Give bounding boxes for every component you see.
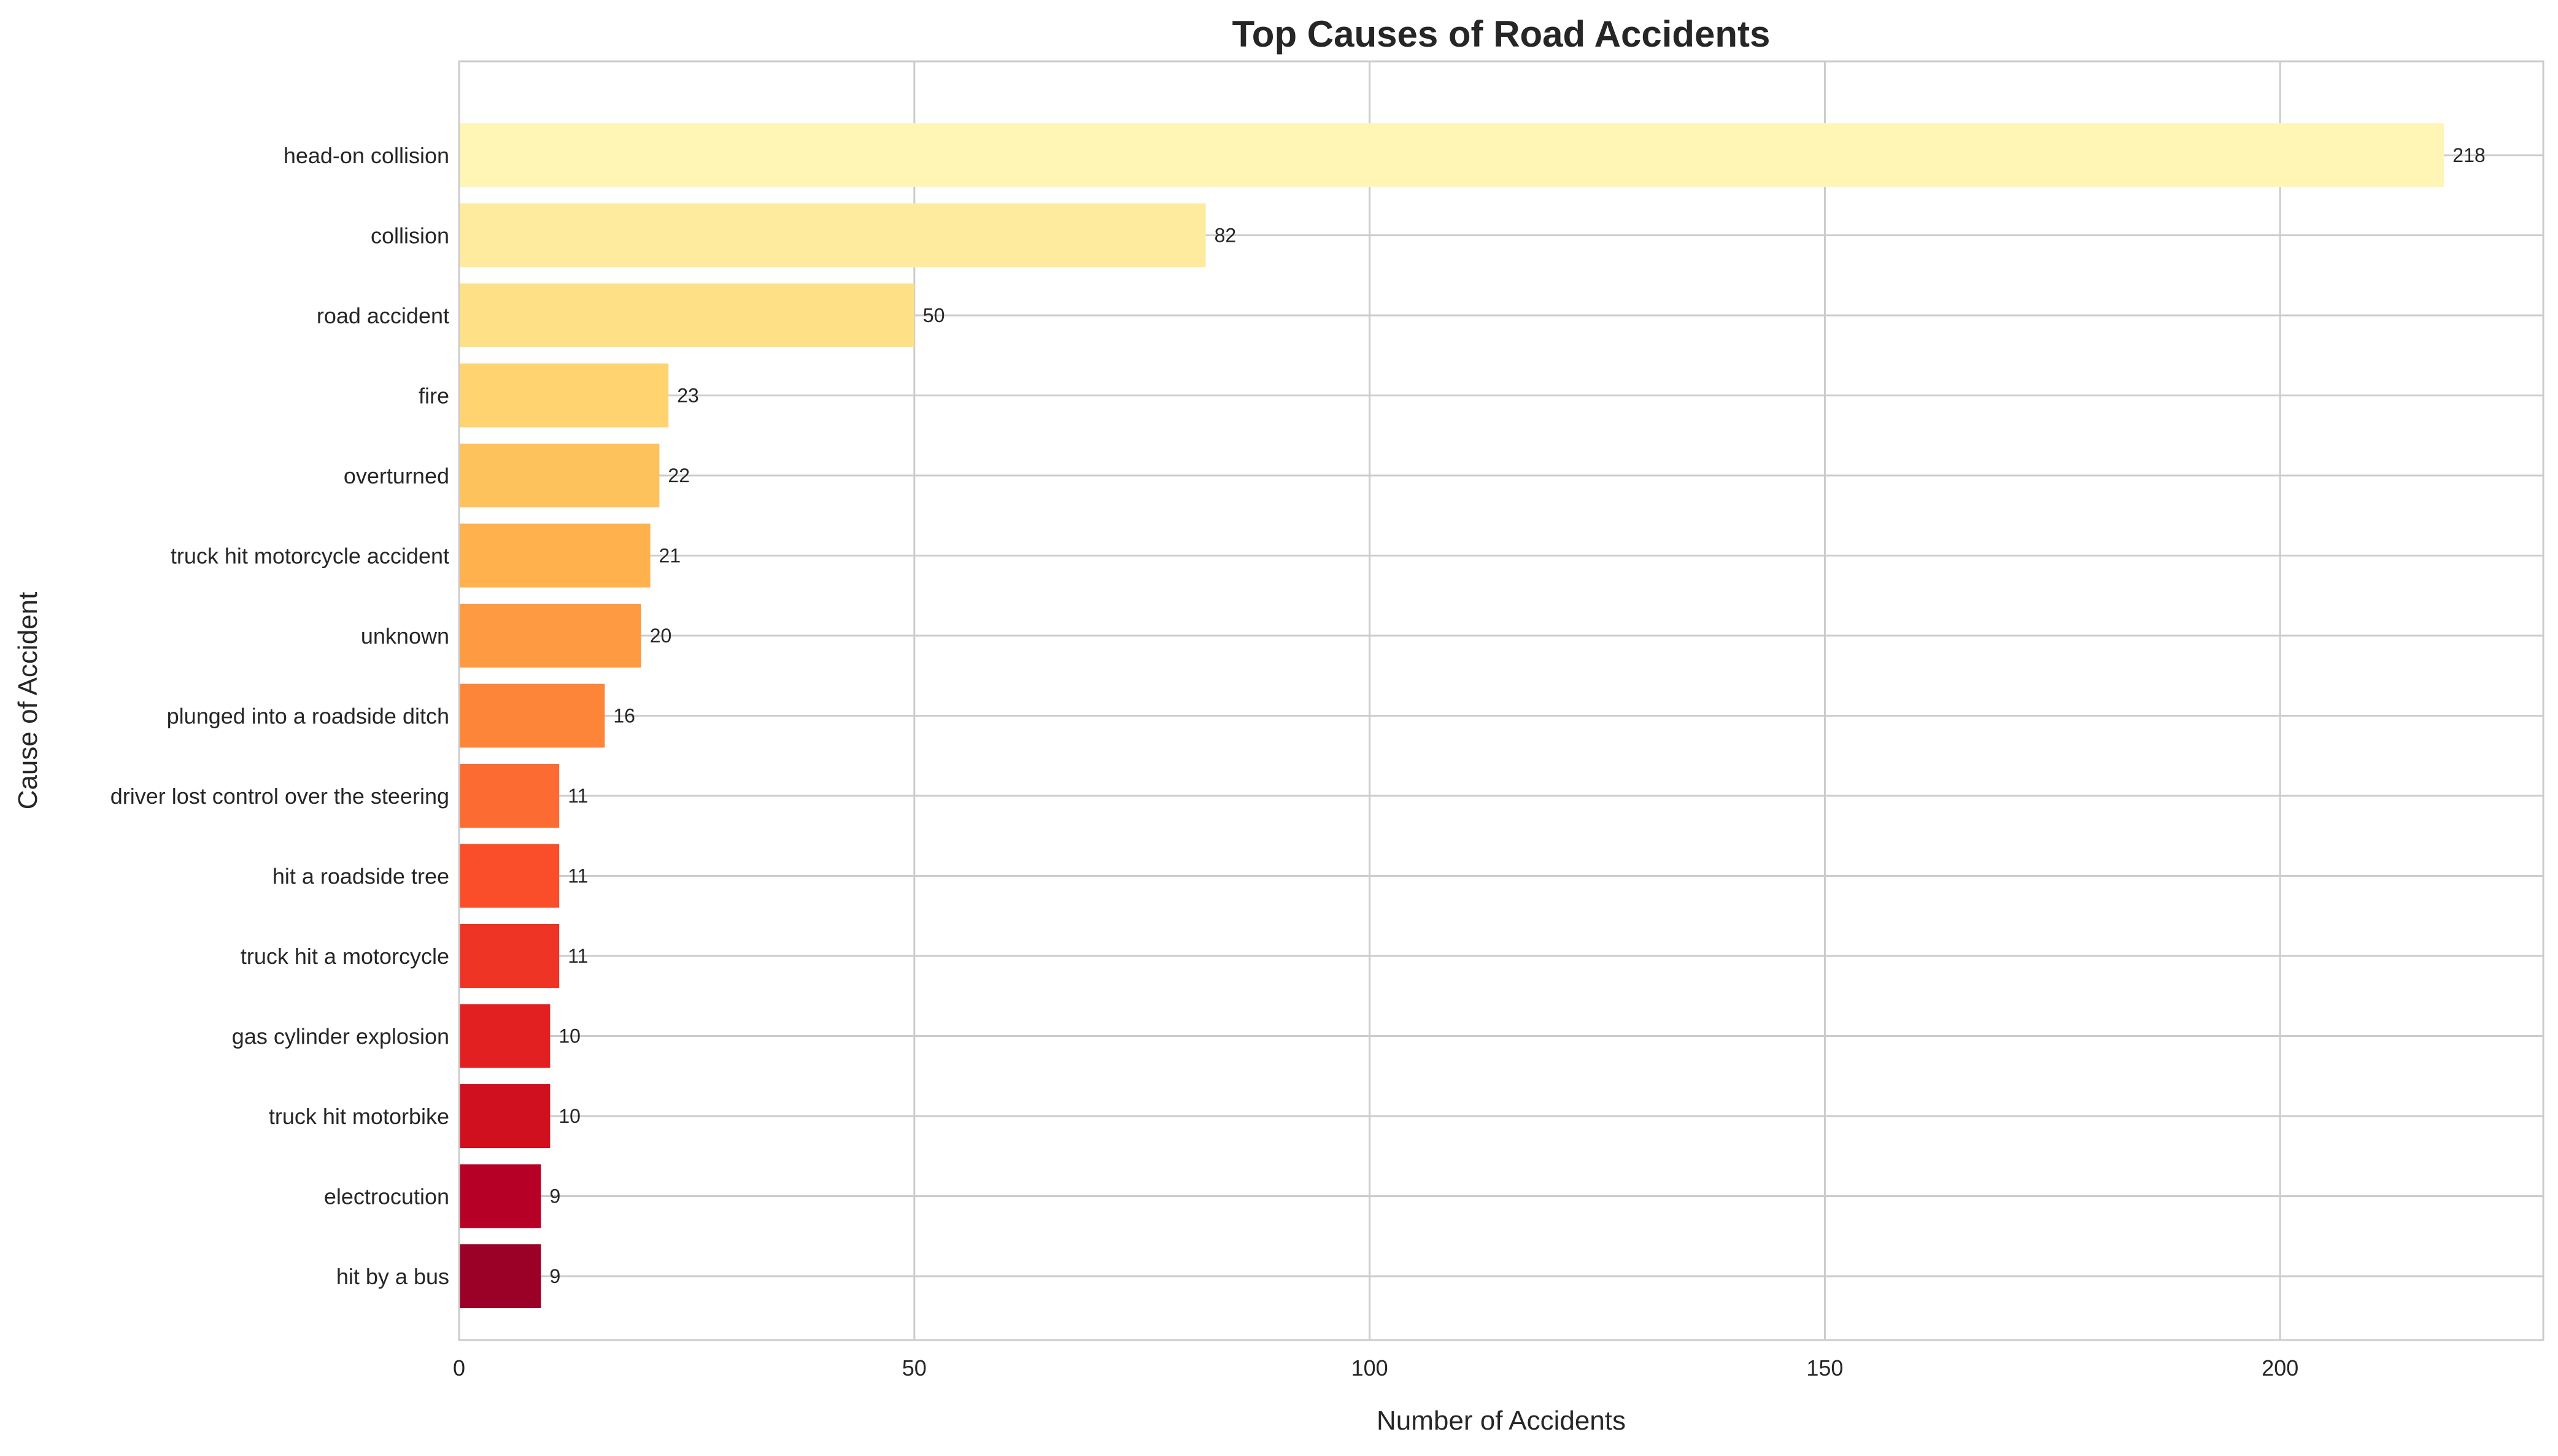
y-tick-label: electrocution bbox=[324, 1184, 449, 1209]
bar bbox=[459, 523, 651, 588]
y-tick-label: driver lost control over the steering bbox=[110, 784, 449, 809]
x-tick-label: 150 bbox=[1806, 1355, 1843, 1381]
y-axis-label: Cause of Accident bbox=[13, 592, 43, 810]
y-tick-label: overturned bbox=[344, 463, 449, 488]
y-tick-label: fire bbox=[419, 383, 449, 409]
bar bbox=[459, 444, 660, 507]
y-tick-label: road accident bbox=[317, 303, 449, 328]
x-tick-label: 100 bbox=[1351, 1355, 1388, 1381]
chart-title: Top Causes of Road Accidents bbox=[1232, 13, 1771, 55]
bar-value-label: 11 bbox=[568, 785, 588, 807]
bar bbox=[459, 844, 560, 908]
y-tick-label: truck hit motorbike bbox=[269, 1104, 449, 1129]
bar-value-label: 11 bbox=[568, 865, 588, 887]
y-tick-label: truck hit motorcycle accident bbox=[171, 544, 449, 569]
y-tick-label: unknown bbox=[361, 623, 449, 649]
y-tick-label: plunged into a roadside ditch bbox=[167, 704, 449, 729]
bar bbox=[459, 1084, 551, 1148]
bar-value-label: 16 bbox=[613, 705, 635, 727]
bar-value-label: 10 bbox=[558, 1105, 581, 1127]
y-tick-label: hit a roadside tree bbox=[272, 864, 449, 889]
bar-value-label: 21 bbox=[659, 545, 681, 567]
bar bbox=[459, 604, 641, 668]
bar bbox=[459, 764, 560, 828]
bar bbox=[459, 123, 2444, 187]
bar bbox=[459, 924, 560, 988]
bar-value-label: 9 bbox=[550, 1265, 561, 1287]
bar-value-label: 10 bbox=[558, 1025, 581, 1047]
bar-value-label: 11 bbox=[568, 945, 588, 967]
bar-value-label: 22 bbox=[668, 464, 690, 487]
x-axis-label: Number of Accidents bbox=[1377, 1406, 1626, 1436]
bar-value-label: 20 bbox=[650, 625, 672, 647]
bar-value-label: 218 bbox=[2452, 144, 2485, 166]
y-tick-label: hit by a bus bbox=[336, 1264, 449, 1289]
bar bbox=[459, 363, 669, 428]
x-tick-label: 0 bbox=[453, 1355, 465, 1381]
bar-value-label: 50 bbox=[923, 304, 945, 326]
bar bbox=[459, 283, 914, 347]
bar bbox=[459, 1164, 541, 1228]
y-tick-label: truck hit a motorcycle bbox=[241, 944, 449, 969]
y-tick-label: collision bbox=[371, 223, 449, 248]
y-tick-label: gas cylinder explosion bbox=[232, 1024, 449, 1049]
bar bbox=[459, 203, 1206, 268]
bar-value-label: 23 bbox=[677, 385, 699, 407]
y-tick-label: head-on collision bbox=[284, 143, 449, 168]
bar bbox=[459, 1244, 541, 1308]
plot-frame bbox=[458, 60, 2544, 1341]
bar-value-label: 82 bbox=[1215, 225, 1237, 247]
x-tick-label: 200 bbox=[2262, 1355, 2298, 1381]
bar-value-label: 9 bbox=[550, 1185, 561, 1208]
x-tick-label: 50 bbox=[902, 1355, 927, 1381]
bar bbox=[459, 684, 605, 748]
bar bbox=[459, 1004, 551, 1068]
